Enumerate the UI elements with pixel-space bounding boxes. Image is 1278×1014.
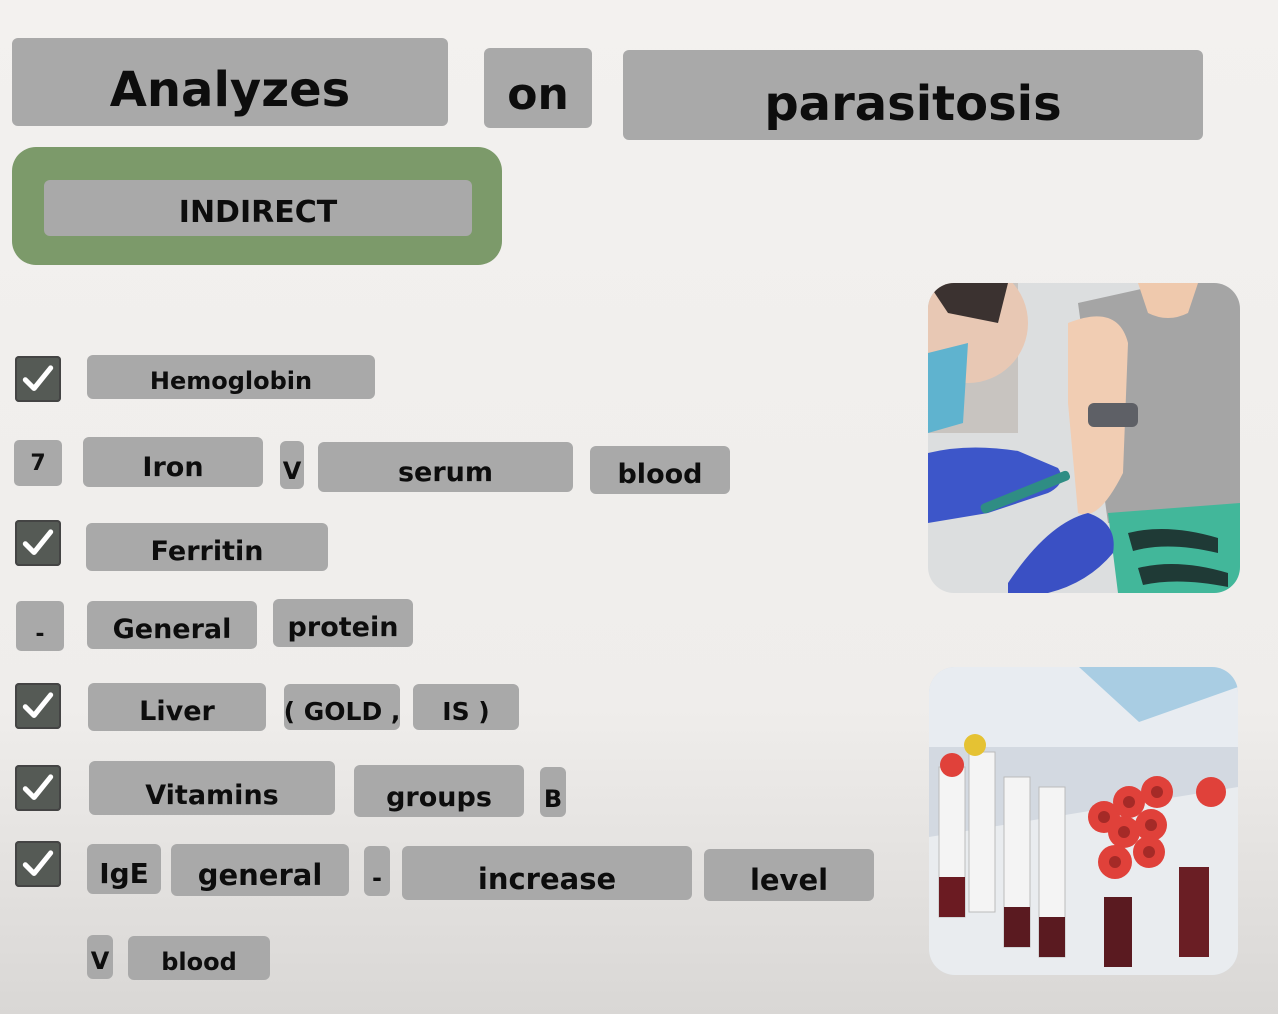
checkbox-vitamins [15,765,61,811]
label-b: B [540,767,566,817]
checkmark-icon [22,850,54,877]
label-hemoglobin: Hemoglobin [87,355,375,399]
checkmark-icon [22,774,54,801]
checkmark-icon [22,692,54,719]
checkbox-liver [15,683,61,729]
blood-sample-tubes-photo [929,667,1238,975]
checkbox-ferritin [15,520,61,566]
label-general-ige: general [171,844,349,896]
label-gold: ( GOLD , [284,684,400,730]
marker-iron: 7 [14,440,62,486]
label-v-blood: V [87,935,113,979]
title-word-parasitosis: parasitosis [623,50,1203,140]
label-protein: protein [273,599,413,647]
label-level: level [704,849,874,901]
label-liver: Liver [88,683,266,731]
label-iron: Iron [83,437,263,487]
checkmark-icon [22,529,54,556]
label-blood: blood [590,446,730,494]
marker-general-protein: - [16,601,64,651]
label-ferritin: Ferritin [86,523,328,571]
label-increase: increase [402,846,692,900]
title-word-on: on [484,48,592,128]
label-general: General [87,601,257,649]
checkbox-hemoglobin [15,356,61,402]
indirect-badge: INDIRECT [44,180,472,236]
label-serum: serum [318,442,573,492]
label-groups: groups [354,765,524,817]
blood-draw-photo [928,283,1240,593]
label-ige: IgE [87,844,161,894]
label-v: V [280,441,304,489]
checkbox-ige [15,841,61,887]
title-word-analyzes: Analyzes [12,38,448,126]
label-is: IS ) [413,684,519,730]
label-dash: - [364,846,390,896]
checkmark-icon [22,365,54,392]
label-blood-ige: blood [128,936,270,980]
label-vitamins: Vitamins [89,761,335,815]
